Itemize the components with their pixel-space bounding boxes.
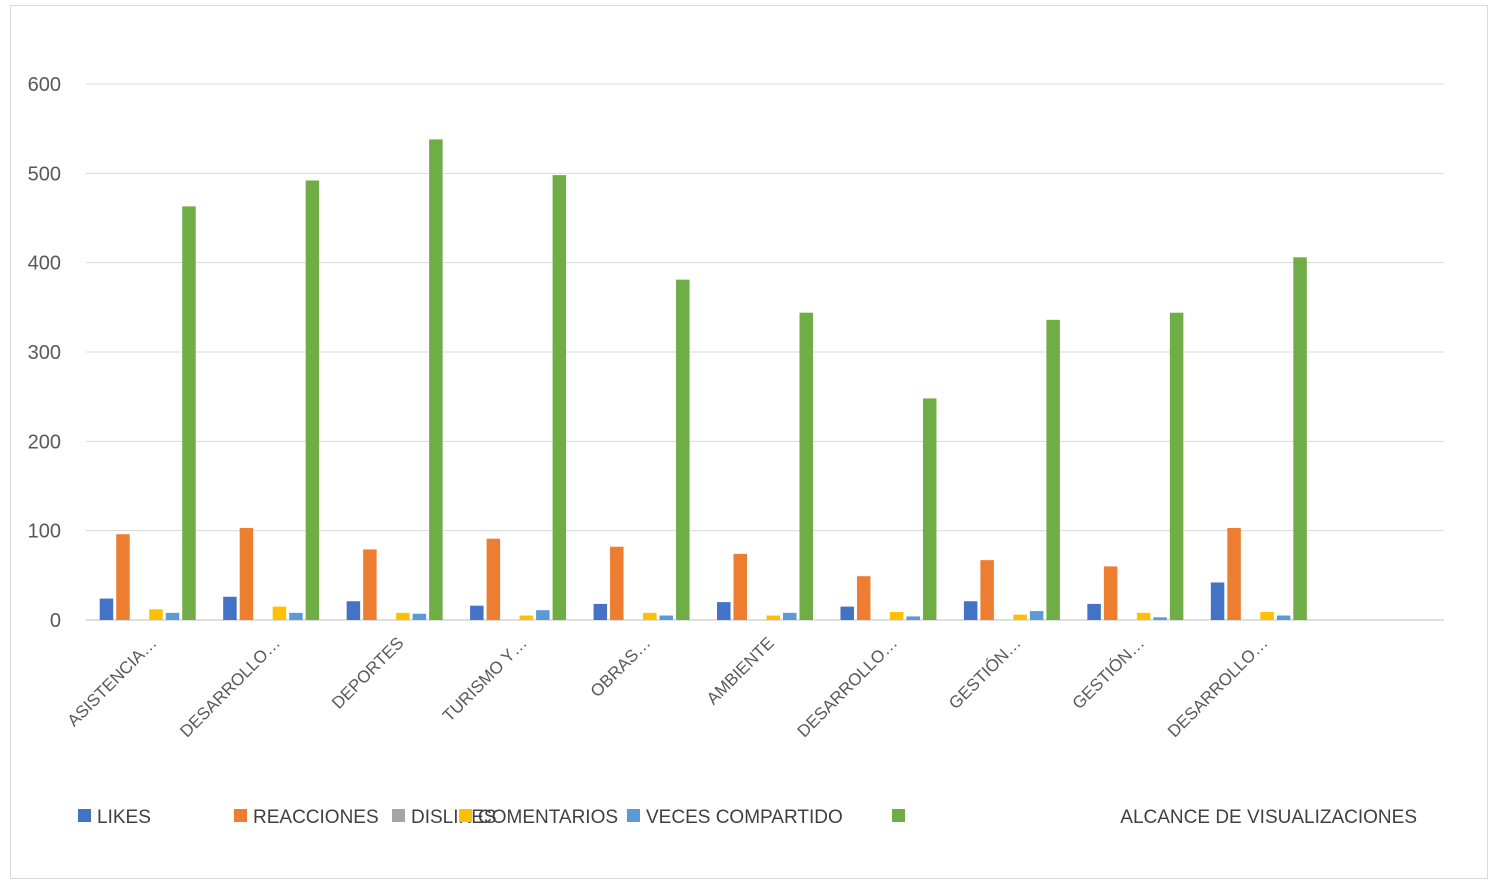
bar-reacciones xyxy=(1227,527,1241,620)
x-tick-label: OBRAS… xyxy=(587,633,655,701)
bar-veces-compartido xyxy=(1276,615,1291,620)
x-axis-ticks: ASISTENCIA… DESARROLLO… DEPORTES TURISMO Y…… xyxy=(64,633,1272,741)
y-tick-label: 0 xyxy=(50,610,61,632)
bar-alcance-de-visualizaciones xyxy=(429,139,443,621)
bar-comentarios xyxy=(643,612,657,620)
bar-alcance-de-visualizaciones xyxy=(182,206,196,621)
bar-likes xyxy=(963,601,978,620)
bar-likes xyxy=(840,606,854,620)
y-tick-label: 400 xyxy=(28,253,61,275)
x-tick-label: DESARROLLO… xyxy=(794,633,902,741)
bar-reacciones xyxy=(116,534,130,620)
x-tick-label: GESTIÓN… xyxy=(945,633,1025,713)
bar-veces-compartido xyxy=(783,612,797,620)
chart-frame xyxy=(10,5,1488,879)
legend-swatch xyxy=(627,809,640,822)
legend-swatch xyxy=(234,809,247,822)
bar-veces-compartido xyxy=(1029,611,1044,620)
bar-reacciones xyxy=(486,538,501,620)
legend-label: DISLIKES xyxy=(411,807,497,828)
y-axis-ticks: 0 100 200 300 400 500 600 xyxy=(28,74,61,632)
bar-alcance-de-visualizaciones xyxy=(799,312,813,620)
bar-comentarios xyxy=(1136,612,1151,620)
bar-comentarios xyxy=(889,611,904,620)
y-tick-label: 600 xyxy=(28,74,61,96)
x-tick-label: GESTIÓN… xyxy=(1069,633,1149,713)
bar-veces-compartido xyxy=(412,613,427,620)
y-tick-label: 300 xyxy=(28,342,61,364)
bar-likes xyxy=(99,598,114,620)
legend-swatch xyxy=(459,809,472,822)
bar-alcance-de-visualizaciones xyxy=(1046,319,1060,620)
bar-alcance-de-visualizaciones xyxy=(1293,257,1307,620)
bar-likes xyxy=(1087,603,1101,620)
x-tick-label: TURISMO Y… xyxy=(439,633,531,725)
bar-comentarios xyxy=(766,615,780,620)
x-tick-label: ASISTENCIA… xyxy=(64,633,161,730)
bar-likes xyxy=(223,596,237,620)
bar-reacciones xyxy=(856,576,871,620)
bar-reacciones xyxy=(363,549,377,620)
bar-likes xyxy=(717,602,731,620)
bar-reacciones xyxy=(239,527,254,620)
bar-veces-compartido xyxy=(906,616,920,620)
bar-comentarios xyxy=(519,615,534,620)
bar-comentarios xyxy=(396,612,410,620)
bar-alcance-de-visualizaciones xyxy=(1169,312,1184,620)
legend-label: COMENTARIOS xyxy=(478,807,618,828)
bar-veces-compartido xyxy=(536,610,550,620)
legend-swatch xyxy=(78,809,91,822)
x-tick-label: DEPORTES xyxy=(328,633,407,712)
x-tick-label: DESARROLLO… xyxy=(176,633,284,741)
bar-comentarios xyxy=(149,609,163,620)
y-tick-label: 500 xyxy=(28,163,61,185)
bar-comentarios xyxy=(1013,614,1027,620)
bar-likes xyxy=(470,605,484,620)
bar-veces-compartido xyxy=(1153,617,1167,620)
bar-veces-compartido xyxy=(659,615,674,620)
bar-alcance-de-visualizaciones xyxy=(552,175,567,620)
bar-reacciones xyxy=(610,546,624,620)
legend-label: LIKES xyxy=(97,807,151,828)
bars xyxy=(99,139,1307,621)
bar-likes xyxy=(593,603,608,620)
bar-reacciones xyxy=(733,553,747,620)
legend-label: VECES COMPARTIDO xyxy=(646,807,843,828)
bar-comentarios xyxy=(1260,611,1274,620)
bar-veces-compartido xyxy=(165,612,180,620)
x-tick-label: DESARROLLO… xyxy=(1164,633,1272,741)
legend-label: REACCIONES xyxy=(253,807,379,828)
bar-alcance-de-visualizaciones xyxy=(305,180,320,621)
bar-comentarios xyxy=(272,606,287,620)
bar-veces-compartido xyxy=(289,612,303,620)
legend-label: ALCANCE DE VISUALIZACIONES xyxy=(1120,807,1417,828)
bar-likes xyxy=(346,601,361,620)
bar-reacciones xyxy=(1103,566,1118,620)
legend-swatch xyxy=(892,809,905,822)
legend-swatch xyxy=(392,809,405,822)
y-tick-label: 200 xyxy=(28,431,61,453)
bar-reacciones xyxy=(980,560,994,620)
bar-alcance-de-visualizaciones xyxy=(676,279,690,620)
x-tick-label: AMBIENTE xyxy=(703,633,778,708)
y-tick-label: 100 xyxy=(28,521,61,543)
bar-alcance-de-visualizaciones xyxy=(922,398,937,620)
bar-likes xyxy=(1210,582,1225,620)
